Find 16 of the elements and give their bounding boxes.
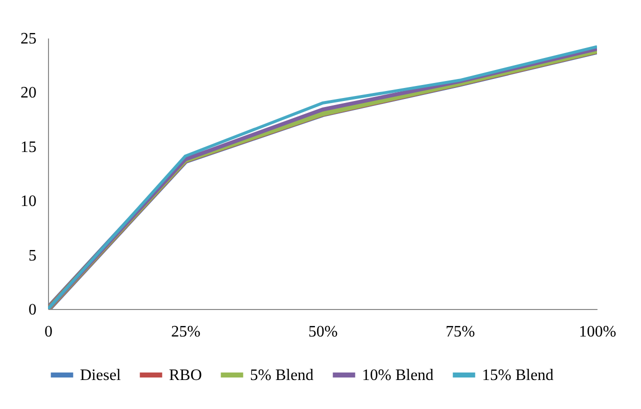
y-tick-label: 5 [28,247,36,264]
legend-label: RBO [169,367,202,384]
y-tick-label: 10 [20,193,36,210]
y-tick-label: 0 [28,302,36,318]
x-tick-label: 50% [308,324,338,340]
x-tick-label: 100% [578,324,616,340]
y-tick-label: 25 [20,30,36,48]
legend-label: 15% Blend [482,367,554,384]
y-tick-label: 20 [20,84,36,102]
x-tick-label: 0 [44,324,52,340]
x-tick-label: 75% [446,324,475,340]
legend-label: 10% Blend [362,367,434,384]
x-tick-label: 25% [171,324,200,340]
y-tick-label: 15 [20,138,36,156]
legend-label: 5% Blend [250,367,314,384]
legend-label: Diesel [80,367,122,384]
